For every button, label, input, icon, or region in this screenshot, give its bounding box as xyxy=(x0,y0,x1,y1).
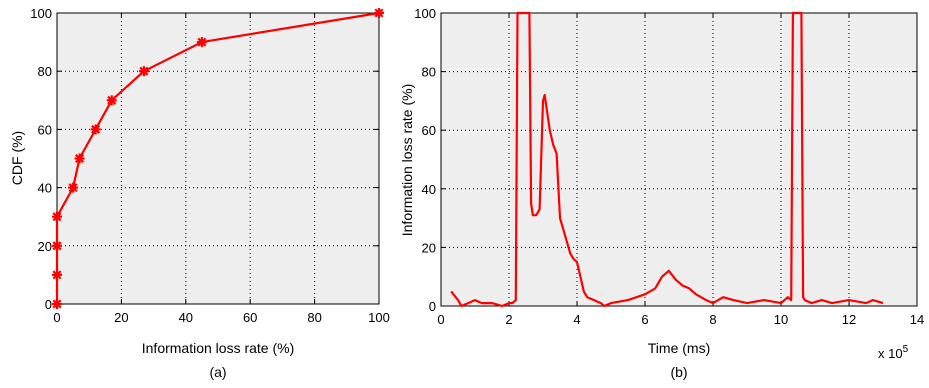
axis-ticks: 0 2 4 6 8 10 12 14 0 20 40 60 80 100 xyxy=(414,6,924,327)
x-tick-label: 0 xyxy=(53,310,60,325)
x-axis-multiplier-base: x 10 xyxy=(878,346,903,361)
y-tick-label: 40 xyxy=(422,182,436,197)
x-tick-label: 4 xyxy=(573,312,580,327)
plot-area xyxy=(56,12,380,305)
x-tick-label: 100 xyxy=(368,310,390,325)
x-tick-label: 6 xyxy=(641,312,648,327)
data-point-marker xyxy=(106,95,117,106)
x-tick-label: 40 xyxy=(179,310,193,325)
chart-panel-a: 0 20 40 60 80 100 0 20 40 60 80 100 Information los… xyxy=(9,6,390,380)
chart-panel-b: 0 2 4 6 8 10 12 14 0 20 40 60 80 100 Time (ms) Inform… xyxy=(399,6,924,380)
data-point-marker xyxy=(196,37,207,48)
y-tick-label: 20 xyxy=(38,239,52,254)
data-point-marker xyxy=(52,211,62,222)
x-tick-label: 0 xyxy=(437,312,444,327)
x-axis-multiplier: x 105 xyxy=(878,344,909,361)
y-tick-label: 60 xyxy=(422,123,436,138)
data-point-marker xyxy=(74,153,85,164)
grid xyxy=(57,13,379,304)
y-axis-label: CDF (%) xyxy=(9,131,25,185)
series-line xyxy=(450,11,884,308)
x-tick-label: 80 xyxy=(307,310,321,325)
x-tick-label: 8 xyxy=(709,312,716,327)
y-tick-label: 0 xyxy=(429,299,436,314)
plot-area xyxy=(440,12,918,307)
data-point-marker xyxy=(52,269,62,280)
y-tick-label: 20 xyxy=(422,240,436,255)
x-axis-label: Information loss rate (%) xyxy=(142,340,295,356)
y-tick-label: 80 xyxy=(38,64,52,79)
grid xyxy=(441,13,917,306)
y-tick-label: 40 xyxy=(38,181,52,196)
y-axis-label: Information loss rate (%) xyxy=(399,84,415,237)
x-tick-label: 10 xyxy=(774,312,788,327)
y-tick-label: 80 xyxy=(422,65,436,80)
x-tick-label: 2 xyxy=(505,312,512,327)
x-tick-label: 14 xyxy=(910,312,924,327)
x-axis-label: Time (ms) xyxy=(648,340,710,356)
data-point-marker xyxy=(374,8,384,18)
panel-caption: (a) xyxy=(209,364,226,380)
panel-caption: (b) xyxy=(670,364,687,380)
y-tick-label: 100 xyxy=(30,6,52,21)
data-series xyxy=(52,8,384,309)
x-tick-label: 12 xyxy=(842,312,856,327)
data-point-marker xyxy=(68,182,79,193)
x-axis-multiplier-exponent: 5 xyxy=(903,344,909,355)
data-point-marker xyxy=(52,240,62,251)
x-tick-label: 20 xyxy=(114,310,128,325)
data-series xyxy=(450,11,884,308)
x-tick-label: 60 xyxy=(243,310,257,325)
data-point-marker xyxy=(52,299,62,309)
data-point-marker xyxy=(138,66,149,77)
y-tick-label: 0 xyxy=(45,297,52,312)
y-tick-label: 100 xyxy=(414,6,436,21)
data-point-marker xyxy=(90,124,101,135)
y-tick-label: 60 xyxy=(38,122,52,137)
